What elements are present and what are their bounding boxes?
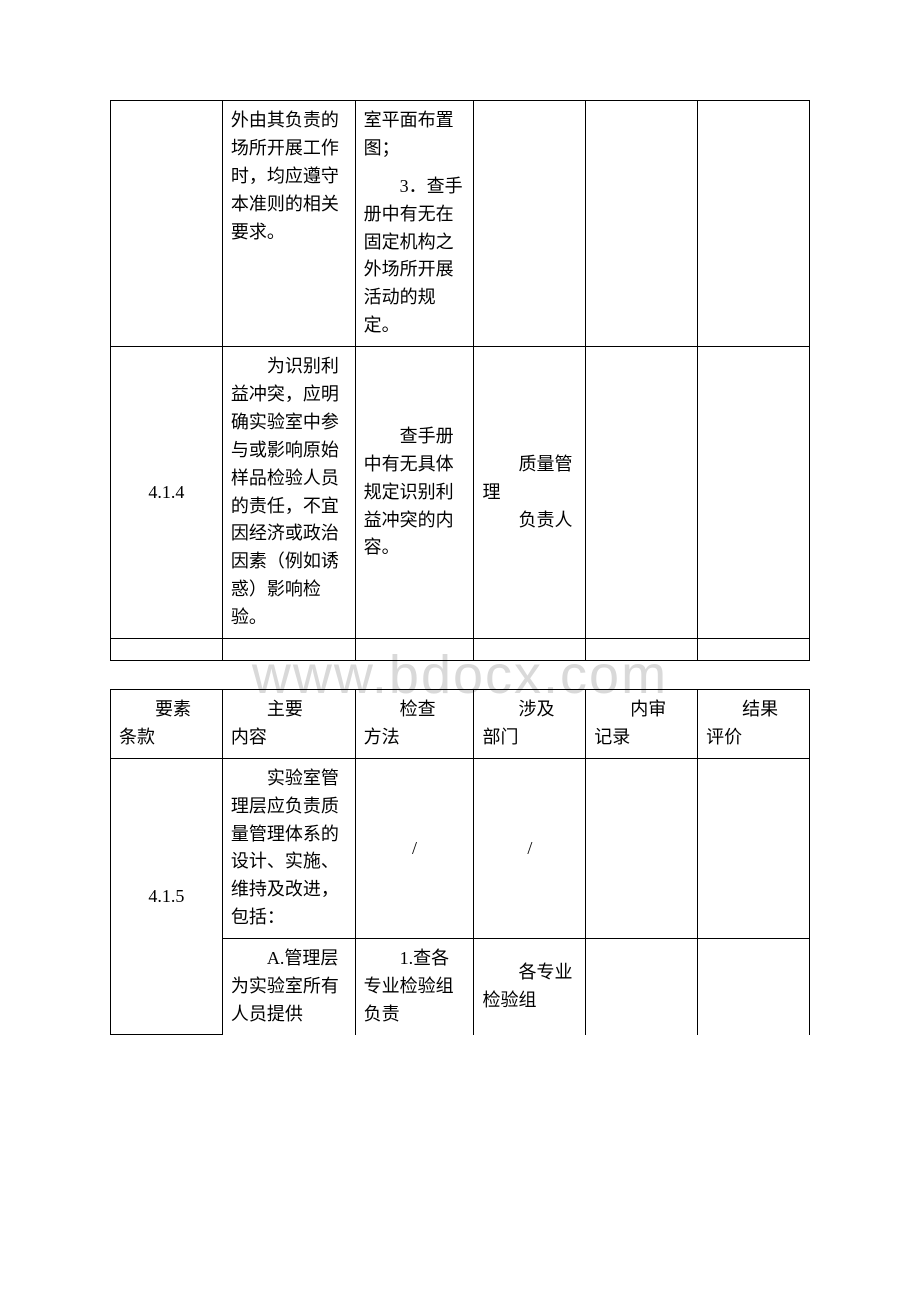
cell-eval [698, 939, 810, 1035]
header-content: 主要 内容 [222, 690, 355, 759]
cell-content: 实验室管理层应负责质量管理体系的设计、实施、维持及改进，包括： [222, 758, 355, 938]
cell-dept: 质量管理 负责人 [474, 347, 586, 639]
cell-text: 评价 [706, 727, 742, 747]
cell-method: 1.查各专业检验组负责 [355, 939, 474, 1035]
table-header-row: 要素 条款 主要 内容 检查 方法 涉及 部门 内审 记录 结果 评价 [111, 690, 810, 759]
cell-text: 负责人 [482, 507, 577, 535]
header-method: 检查 方法 [355, 690, 474, 759]
document-page: 外由其负责的场所开展工作时，均应遵守本准则的相关要求。 室平面布置图； 3．查手… [0, 0, 920, 1035]
cell-text: 涉及 [482, 696, 577, 724]
cell-eval [698, 347, 810, 639]
cell-method [355, 639, 474, 661]
table-gap [110, 661, 810, 689]
cell-text: 查手册中有无具体规定识别利益冲突的内容。 [364, 423, 466, 562]
cell-text: 内审 [594, 696, 689, 724]
header-record: 内审 记录 [586, 690, 698, 759]
cell-text: 3．查手册中有无在固定机构之外场所开展活动的规定。 [364, 173, 466, 340]
cell-text: 结果 [706, 696, 801, 724]
table-row [111, 639, 810, 661]
cell-method: 室平面布置图； 3．查手册中有无在固定机构之外场所开展活动的规定。 [355, 101, 474, 347]
cell-text: 为识别利益冲突，应明确实验室中参与或影响原始样品检验人员的责任，不宜因经济或政治… [231, 353, 347, 632]
cell-dept [474, 639, 586, 661]
cell-text: 内容 [231, 727, 267, 747]
cell-text: 1.查各专业检验组负责 [364, 945, 466, 1029]
header-dept: 涉及 部门 [474, 690, 586, 759]
cell-clause: 4.1.4 [111, 347, 223, 639]
cell-text: 各专业检验组 [482, 959, 577, 1015]
cell-method: / [355, 758, 474, 938]
table-row: 4.1.5 实验室管理层应负责质量管理体系的设计、实施、维持及改进，包括： / … [111, 758, 810, 938]
cell-text: 主要 [231, 696, 347, 724]
cell-dept: / [474, 758, 586, 938]
cell-text: A.管理层为实验室所有人员提供 [231, 945, 347, 1029]
cell-text: 检查 [364, 696, 466, 724]
cell-record [586, 639, 698, 661]
cell-record [586, 347, 698, 639]
checklist-table-1: 外由其负责的场所开展工作时，均应遵守本准则的相关要求。 室平面布置图； 3．查手… [110, 100, 810, 661]
cell-method: 查手册中有无具体规定识别利益冲突的内容。 [355, 347, 474, 639]
cell-content: 外由其负责的场所开展工作时，均应遵守本准则的相关要求。 [222, 101, 355, 347]
cell-text: 实验室管理层应负责质量管理体系的设计、实施、维持及改进，包括： [231, 765, 347, 932]
header-eval: 结果 评价 [698, 690, 810, 759]
header-clause: 要素 条款 [111, 690, 223, 759]
cell-dept: 各专业检验组 [474, 939, 586, 1035]
cell-clause [111, 101, 223, 347]
cell-clause: 4.1.5 [111, 758, 223, 1035]
cell-dept [474, 101, 586, 347]
cell-text: 方法 [364, 727, 400, 747]
cell-text: 记录 [594, 727, 630, 747]
cell-content: 为识别利益冲突，应明确实验室中参与或影响原始样品检验人员的责任，不宜因经济或政治… [222, 347, 355, 639]
cell-content [222, 639, 355, 661]
cell-eval [698, 101, 810, 347]
cell-eval [698, 758, 810, 938]
cell-record [586, 758, 698, 938]
table-row: 外由其负责的场所开展工作时，均应遵守本准则的相关要求。 室平面布置图； 3．查手… [111, 101, 810, 347]
cell-content: A.管理层为实验室所有人员提供 [222, 939, 355, 1035]
cell-text: 条款 [119, 727, 155, 747]
cell-text: 要素 [119, 696, 214, 724]
cell-clause [111, 639, 223, 661]
cell-text: 室平面布置图； [364, 110, 454, 158]
cell-record [586, 939, 698, 1035]
cell-text: 质量管理 [482, 451, 577, 507]
cell-record [586, 101, 698, 347]
cell-text: 部门 [482, 727, 518, 747]
cell-eval [698, 639, 810, 661]
checklist-table-2: 要素 条款 主要 内容 检查 方法 涉及 部门 内审 记录 结果 评价 [110, 689, 810, 1035]
table-row: 4.1.4 为识别利益冲突，应明确实验室中参与或影响原始样品检验人员的责任，不宜… [111, 347, 810, 639]
